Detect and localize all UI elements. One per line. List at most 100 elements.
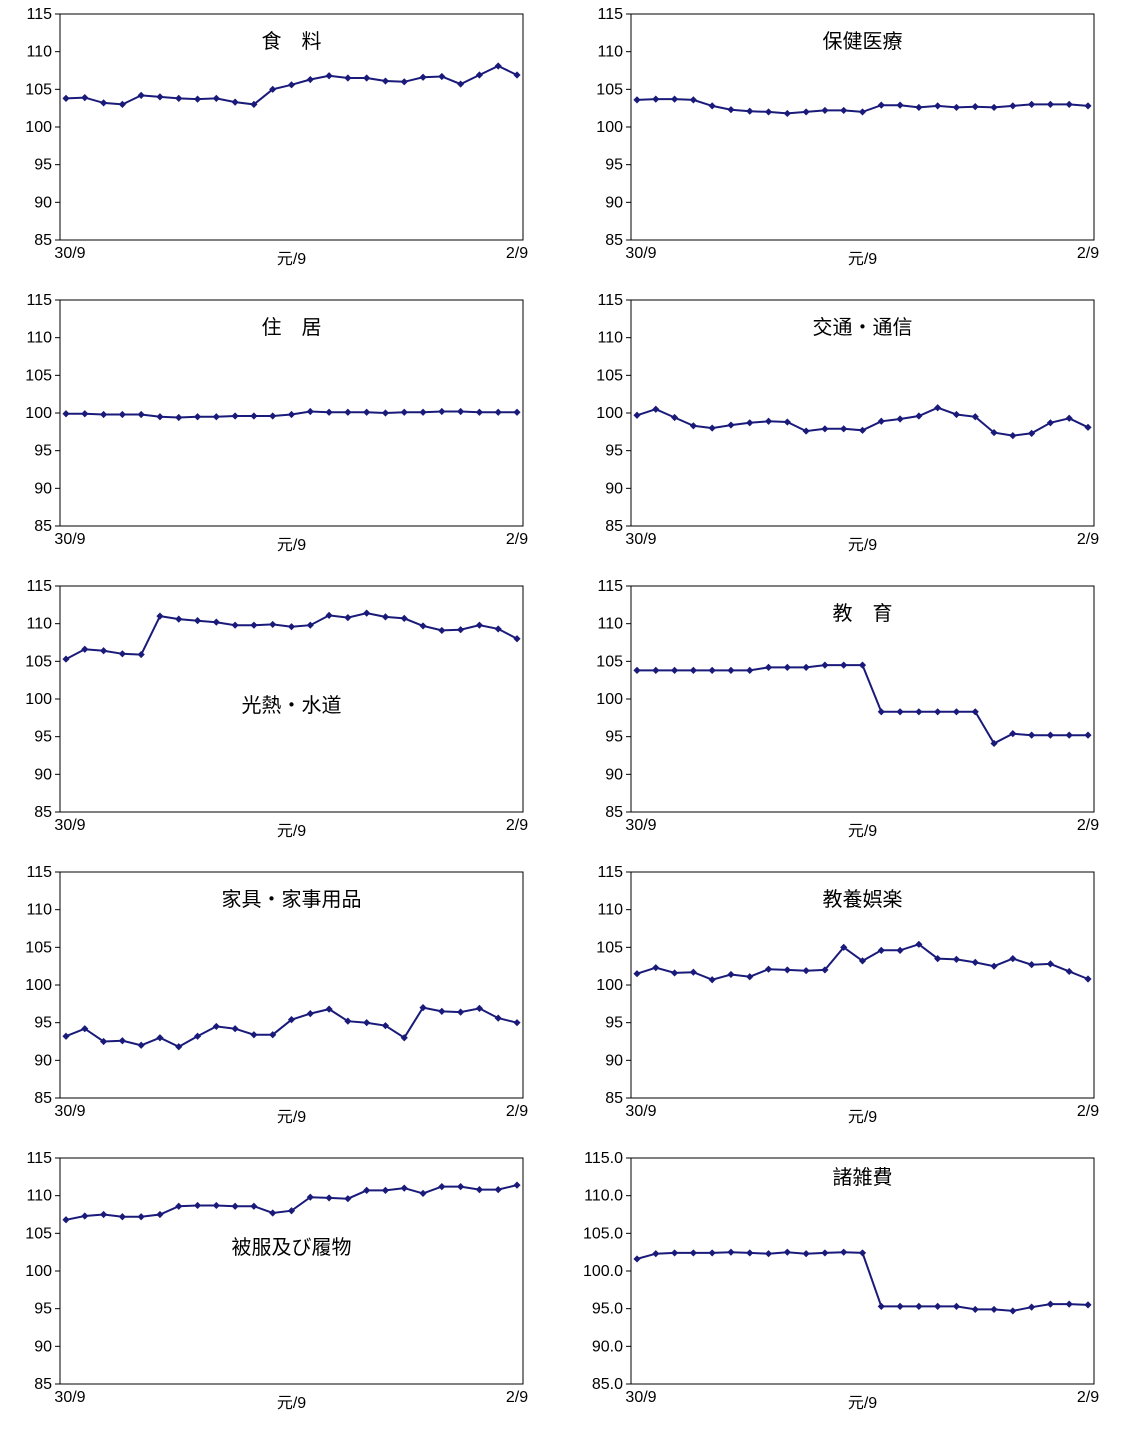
data-point [633, 96, 641, 104]
data-point [231, 98, 239, 106]
y-tick-label: 95 [34, 1301, 52, 1318]
y-tick-label: 90.0 [592, 1338, 623, 1355]
chart-title: 食 料 [262, 29, 322, 53]
chart-title: 住 居 [262, 315, 322, 339]
data-point [971, 1305, 979, 1314]
y-tick-label: 90 [605, 766, 623, 783]
data-point [1028, 1303, 1036, 1311]
data-point [287, 1207, 296, 1215]
data-point [652, 405, 660, 413]
data-point [934, 404, 942, 412]
y-tick-label: 85 [605, 232, 623, 249]
data-point [1065, 1300, 1073, 1308]
y-tick-label: 90 [605, 480, 623, 497]
y-tick-label: 110 [597, 330, 623, 347]
data-point [475, 621, 484, 629]
y-tick-label: 105 [596, 653, 623, 670]
data-point [952, 410, 961, 419]
chart-title: 交通・通信 [813, 315, 913, 339]
data-point [858, 1249, 867, 1257]
y-tick-label: 95 [34, 157, 52, 174]
x-tick-label: 元/9 [277, 251, 306, 268]
y-tick-label: 105 [25, 81, 52, 98]
data-point [877, 101, 885, 109]
x-tick-label: 2/9 [1077, 817, 1099, 834]
data-point [689, 1249, 697, 1257]
data-point [689, 96, 697, 104]
x-tick-label: 2/9 [506, 531, 528, 548]
data-point [633, 666, 641, 674]
data-point [344, 614, 352, 622]
y-tick-label: 100 [25, 405, 52, 422]
x-tick-label: 元/9 [277, 823, 306, 840]
data-point [306, 621, 314, 629]
data-point [746, 419, 754, 427]
data-point [212, 94, 220, 102]
x-tick-label: 30/9 [625, 245, 656, 262]
x-tick-label: 2/9 [1077, 245, 1099, 262]
x-tick-label: 2/9 [1077, 1103, 1099, 1120]
data-point [494, 62, 502, 70]
data-point [118, 100, 126, 108]
data-point [840, 943, 848, 951]
y-tick-label: 115 [26, 1150, 52, 1167]
y-tick-label: 110 [597, 902, 623, 919]
data-point [457, 1008, 465, 1016]
y-tick-label: 110 [26, 616, 52, 633]
data-point [118, 1037, 126, 1045]
data-point [419, 622, 427, 630]
data-point [175, 1202, 183, 1210]
data-point [1009, 730, 1017, 738]
x-tick-label: 30/9 [625, 1389, 656, 1406]
data-point [840, 661, 848, 669]
y-tick-label: 105 [596, 367, 623, 384]
plot-frame [630, 299, 1095, 527]
data-point [802, 108, 810, 116]
data-point [1065, 100, 1073, 108]
chart-title: 保健医療 [823, 29, 903, 53]
data-point [896, 415, 904, 423]
y-tick-label: 105 [25, 653, 52, 670]
y-tick-label: 85.0 [592, 1376, 623, 1393]
y-tick-label: 95 [34, 729, 52, 746]
data-point [363, 609, 371, 617]
data-point [250, 1031, 258, 1039]
x-tick-label: 30/9 [54, 245, 85, 262]
data-point [746, 1249, 754, 1257]
data-point [269, 1209, 277, 1217]
y-tick-label: 115 [26, 578, 52, 595]
data-point [287, 1016, 296, 1024]
x-tick-label: 元/9 [277, 537, 306, 554]
data-point [858, 426, 867, 434]
data-point [1009, 432, 1017, 440]
y-tick-label: 100.0 [583, 1263, 623, 1280]
data-point [419, 73, 427, 81]
y-tick-label: 95 [605, 443, 623, 460]
x-tick-label: 2/9 [1077, 1389, 1099, 1406]
chart-title: 家具・家事用品 [222, 887, 362, 911]
data-point [896, 708, 904, 716]
y-tick-label: 90 [34, 766, 52, 783]
data-point [231, 621, 239, 629]
y-tick-label: 105.0 [583, 1225, 623, 1242]
data-point [175, 94, 183, 102]
data-point [250, 100, 258, 108]
data-point [325, 72, 333, 80]
y-tick-label: 100 [596, 119, 623, 136]
y-tick-label: 110 [26, 330, 52, 347]
data-point [915, 1302, 923, 1311]
x-tick-label: 元/9 [277, 1109, 306, 1126]
y-tick-label: 100 [25, 691, 52, 708]
plot-frame [59, 1157, 524, 1385]
chart-panel-0: 85 90 95 100 105 110 115 30/9 元/9 2/9 食 料 [0, 0, 571, 286]
x-tick-label: 元/9 [848, 251, 877, 268]
data-point [971, 103, 979, 111]
x-tick-label: 2/9 [506, 1389, 528, 1406]
y-tick-label: 85 [605, 1090, 623, 1107]
data-point [62, 655, 70, 663]
data-point [513, 1181, 521, 1189]
y-tick-label: 95 [34, 443, 52, 460]
x-tick-label: 元/9 [848, 1395, 877, 1412]
y-tick-label: 100 [596, 977, 623, 994]
y-tick-label: 90 [34, 194, 52, 211]
